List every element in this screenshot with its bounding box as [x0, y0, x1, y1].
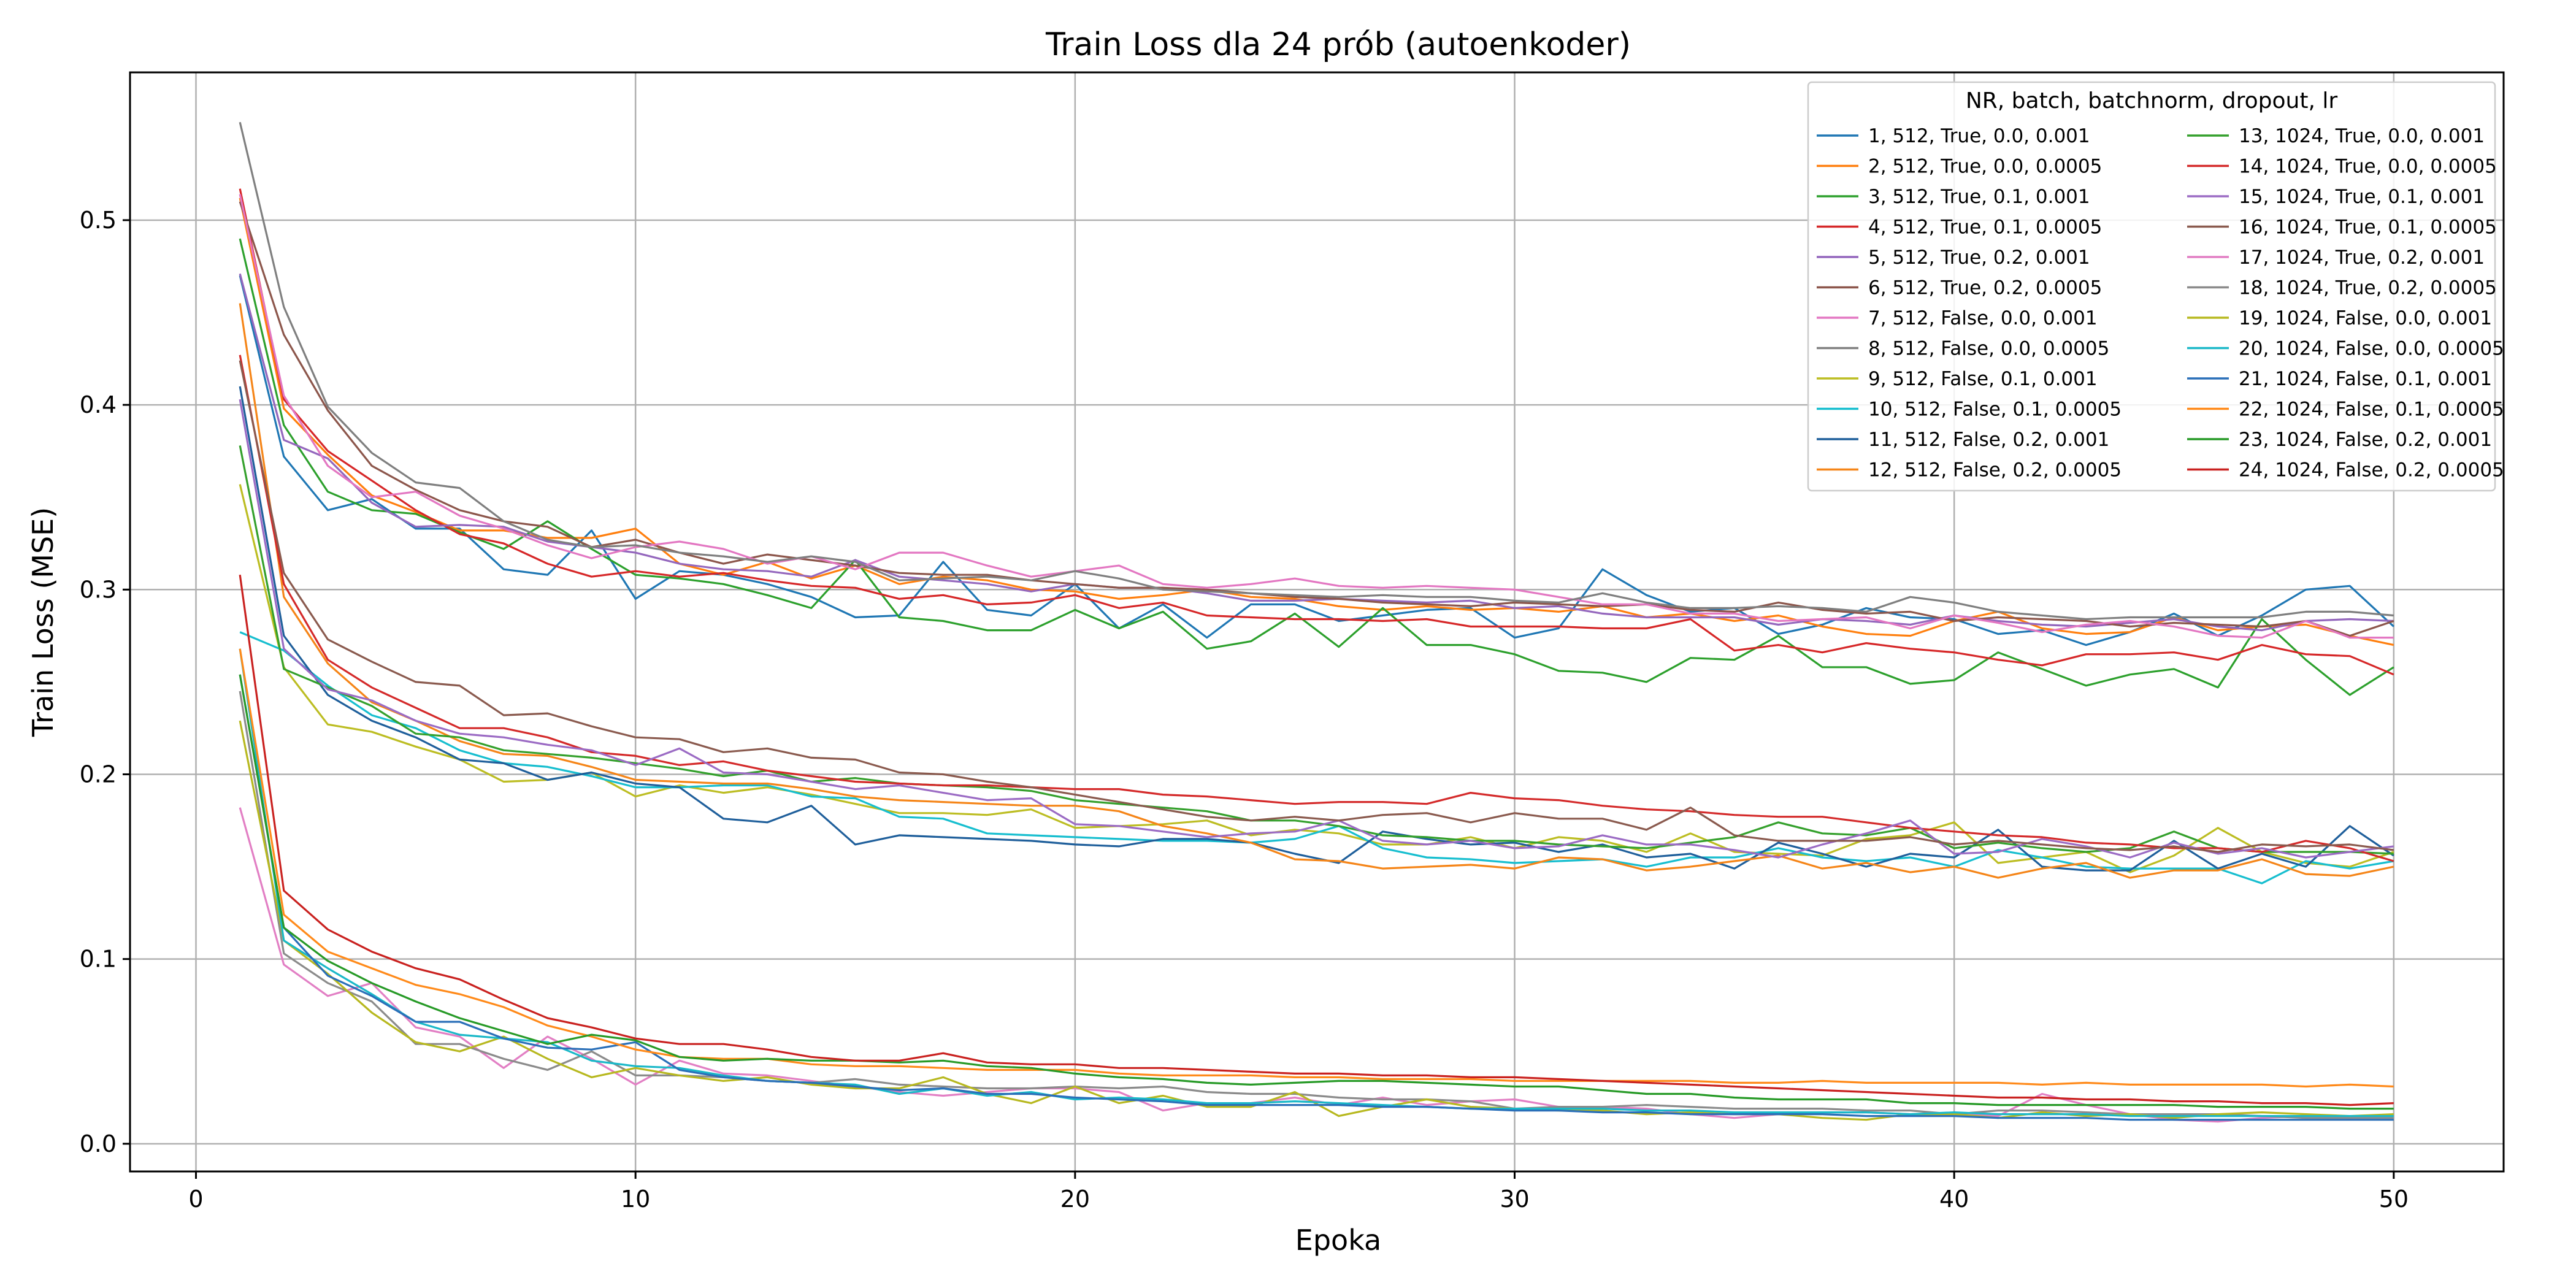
series-line-3: [239, 238, 2394, 696]
legend-label-2: 2, 512, True, 0.0, 0.0005: [1868, 156, 2102, 178]
series-line-23: [239, 674, 2394, 1110]
plot-frame: [129, 71, 2505, 1173]
series-line-10: [239, 631, 2394, 884]
legend-title: NR, batch, batchnorm, dropout, lr: [1966, 88, 2338, 113]
series-line-8: [239, 121, 2394, 621]
x-tick-label: 30: [1500, 1186, 1529, 1213]
series-line-13: [239, 445, 2394, 855]
legend-label-15: 15, 1024, True, 0.1, 0.001: [2239, 186, 2485, 208]
legend-label-9: 9, 512, False, 0.1, 0.001: [1868, 368, 2098, 390]
legend-label-19: 19, 1024, False, 0.0, 0.001: [2239, 307, 2492, 329]
legend-label-17: 17, 1024, True, 0.2, 0.001: [2239, 247, 2485, 269]
legend-box: [1807, 81, 2496, 492]
legend-label-22: 22, 1024, False, 0.1, 0.0005: [2239, 399, 2504, 421]
series-line-7: [239, 194, 2394, 639]
series-line-22: [239, 648, 2394, 1088]
x-tick-label: 10: [621, 1186, 650, 1213]
legend-label-20: 20, 1024, False, 0.0, 0.0005: [2239, 338, 2504, 360]
series-line-11: [239, 386, 2394, 872]
series-line-16: [239, 360, 2394, 853]
series-line-12: [239, 303, 2394, 879]
y-axis-label: Train Loss (MSE): [26, 507, 59, 737]
series-line-20: [239, 648, 2394, 1117]
legend-label-11: 11, 512, False, 0.2, 0.001: [1868, 429, 2109, 451]
series-line-24: [239, 574, 2394, 1106]
y-tick-label: 0.2: [80, 761, 117, 788]
legend-label-3: 3, 512, True, 0.1, 0.001: [1868, 186, 2090, 208]
legend-label-16: 16, 1024, True, 0.1, 0.0005: [2239, 217, 2497, 239]
x-axis-label: Epoka: [1295, 1224, 1381, 1257]
x-tick-label: 20: [1060, 1186, 1090, 1213]
legend-label-23: 23, 1024, False, 0.2, 0.001: [2239, 429, 2492, 451]
legend-label-24: 24, 1024, False, 0.2, 0.0005: [2239, 459, 2504, 481]
legend-label-6: 6, 512, True, 0.2, 0.0005: [1868, 277, 2102, 299]
y-tick-label: 0.1: [80, 946, 117, 973]
series-line-2: [239, 197, 2394, 646]
series-line-15: [239, 399, 2394, 859]
x-tick-label: 40: [1939, 1186, 1969, 1213]
y-tick-label: 0.0: [80, 1130, 117, 1157]
series-line-5: [239, 273, 2394, 632]
legend-label-7: 7, 512, False, 0.0, 0.001: [1868, 307, 2098, 329]
legend-label-18: 18, 1024, True, 0.2, 0.0005: [2239, 277, 2497, 299]
legend-label-12: 12, 512, False, 0.2, 0.0005: [1868, 459, 2122, 481]
x-tick-label: 0: [188, 1186, 203, 1213]
chart-title: Train Loss dla 24 prób (autoenkoder): [1045, 26, 1631, 63]
legend-label-1: 1, 512, True, 0.0, 0.001: [1868, 125, 2090, 147]
legend-label-4: 4, 512, True, 0.1, 0.0005: [1868, 217, 2102, 239]
legend: NR, batch, batchnorm, dropout, lr 1, 512,…: [1807, 81, 2504, 492]
legend-label-14: 14, 1024, True, 0.0, 0.0005: [2239, 156, 2497, 178]
legend-label-5: 5, 512, True, 0.2, 0.001: [1868, 247, 2090, 269]
series-line-4: [239, 188, 2394, 676]
legend-label-13: 13, 1024, True, 0.0, 0.001: [2239, 125, 2485, 147]
y-tick-label: 0.5: [80, 207, 117, 234]
y-tick-label: 0.3: [80, 576, 117, 603]
series-lines: [239, 121, 2394, 1123]
legend-label-21: 21, 1024, False, 0.1, 0.001: [2239, 368, 2492, 390]
axis-ticks: 0 10 20 30 40 50 0.0 0.1 0.2 0.3 0.4 0.5: [80, 207, 2409, 1213]
x-tick-label: 50: [2379, 1186, 2409, 1213]
legend-label-8: 8, 512, False, 0.0, 0.0005: [1868, 338, 2109, 360]
series-line-18: [239, 691, 2394, 1119]
y-tick-label: 0.4: [80, 391, 117, 418]
legend-label-10: 10, 512, False, 0.1, 0.0005: [1868, 399, 2122, 421]
series-line-21: [239, 674, 2394, 1121]
